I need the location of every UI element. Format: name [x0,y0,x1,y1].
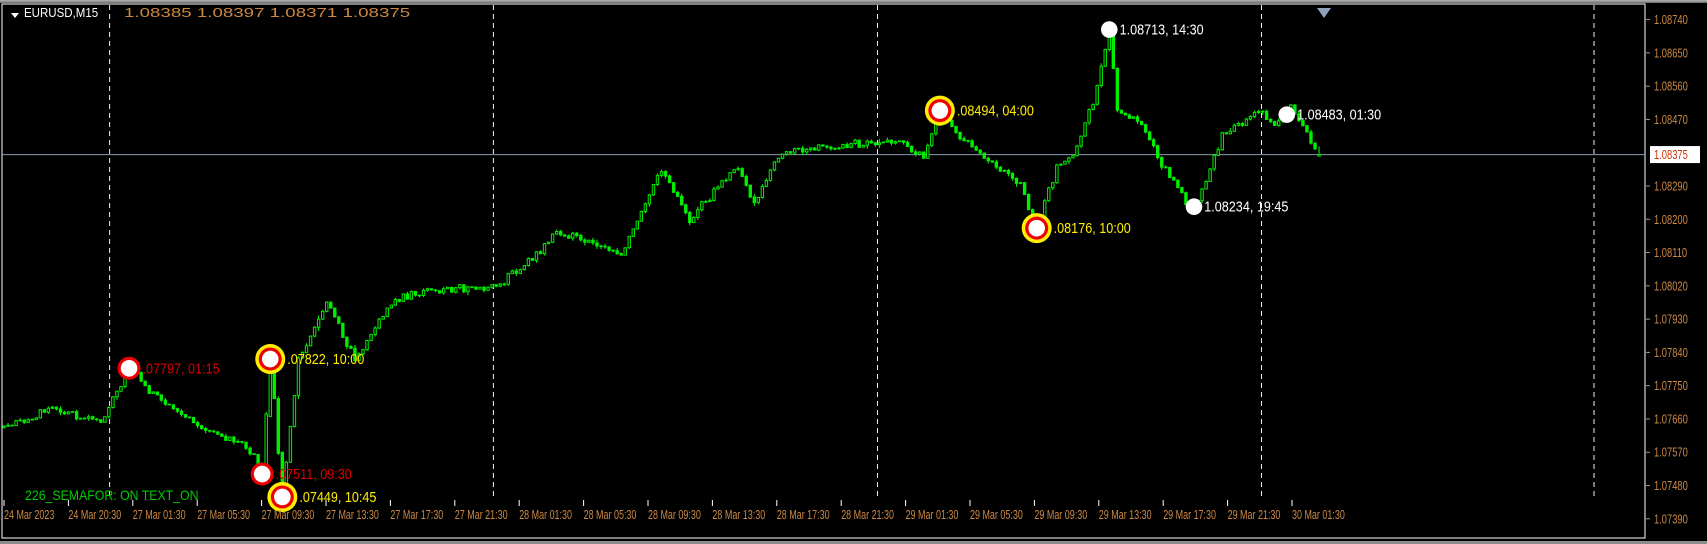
svg-text:1.08234, 19:45: 1.08234, 19:45 [1204,198,1288,215]
svg-text:1.08713, 14:30: 1.08713, 14:30 [1120,21,1204,38]
svg-text:24 Mar 2023: 24 Mar 2023 [4,509,54,523]
svg-text:1.08740: 1.08740 [1654,14,1688,28]
svg-text:27 Mar 05:30: 27 Mar 05:30 [197,509,250,523]
svg-text:1.08470: 1.08470 [1654,114,1688,128]
svg-text:1.08020: 1.08020 [1654,280,1688,294]
svg-text:1.08200: 1.08200 [1654,213,1688,227]
svg-text:1.07480: 1.07480 [1654,480,1688,494]
svg-text:27 Mar 21:30: 27 Mar 21:30 [455,509,508,523]
svg-text:1.08290: 1.08290 [1654,180,1688,194]
svg-text:1.07840: 1.07840 [1654,347,1688,361]
svg-text:.08176, 10:00: .08176, 10:00 [1054,219,1131,236]
svg-text:1.08560: 1.08560 [1654,80,1688,94]
svg-text:28 Mar 17:30: 28 Mar 17:30 [777,509,830,523]
svg-text:1.07390: 1.07390 [1654,513,1688,527]
svg-text:27 Mar 09:30: 27 Mar 09:30 [262,509,315,523]
svg-text:27 Mar 17:30: 27 Mar 17:30 [390,509,443,523]
svg-text:1.07930: 1.07930 [1654,313,1688,327]
svg-text:.07449, 10:45: .07449, 10:45 [299,488,376,505]
svg-text:1.07570: 1.07570 [1654,446,1688,460]
svg-text:1.08375: 1.08375 [1654,149,1688,163]
svg-text:28 Mar 21:30: 28 Mar 21:30 [841,509,894,523]
svg-text:27 Mar 01:30: 27 Mar 01:30 [133,509,186,523]
svg-text:28 Mar 13:30: 28 Mar 13:30 [712,509,765,523]
svg-text:29 Mar 05:30: 29 Mar 05:30 [970,509,1023,523]
svg-text:29 Mar 21:30: 29 Mar 21:30 [1228,509,1281,523]
svg-text:.07797, 01:15: .07797, 01:15 [143,359,220,376]
svg-text:1.07750: 1.07750 [1654,380,1688,394]
svg-text:1.08385 1.08397 1.08371 1.0837: 1.08385 1.08397 1.08371 1.08375 [124,6,410,21]
svg-text:29 Mar 09:30: 29 Mar 09:30 [1034,509,1087,523]
svg-text:29 Mar 01:30: 29 Mar 01:30 [906,509,959,523]
svg-text:24 Mar 20:30: 24 Mar 20:30 [68,509,121,523]
svg-text:28 Mar 01:30: 28 Mar 01:30 [519,509,572,523]
svg-text:28 Mar 05:30: 28 Mar 05:30 [584,509,637,523]
svg-text:28 Mar 09:30: 28 Mar 09:30 [648,509,701,523]
svg-text:29 Mar 17:30: 29 Mar 17:30 [1163,509,1216,523]
svg-text:.08494, 04:00: .08494, 04:00 [957,101,1034,118]
svg-text:.07822, 10:00: .07822, 10:00 [287,350,364,367]
svg-text:1.08110: 1.08110 [1654,247,1687,261]
svg-text:27 Mar 13:30: 27 Mar 13:30 [326,509,379,523]
svg-text:29 Mar 13:30: 29 Mar 13:30 [1099,509,1152,523]
svg-text:226_SEMAFOR: ON TEXT_ON: 226_SEMAFOR: ON TEXT_ON [25,487,198,503]
svg-text:30 Mar 01:30: 30 Mar 01:30 [1292,509,1345,523]
svg-text:1.07660: 1.07660 [1654,413,1688,427]
svg-text:1.08650: 1.08650 [1654,47,1688,61]
svg-text:.07511, 09:30: .07511, 09:30 [276,465,352,482]
svg-text:EURUSD,M15: EURUSD,M15 [24,5,98,20]
svg-text:1.08483, 01:30: 1.08483, 01:30 [1297,106,1381,123]
